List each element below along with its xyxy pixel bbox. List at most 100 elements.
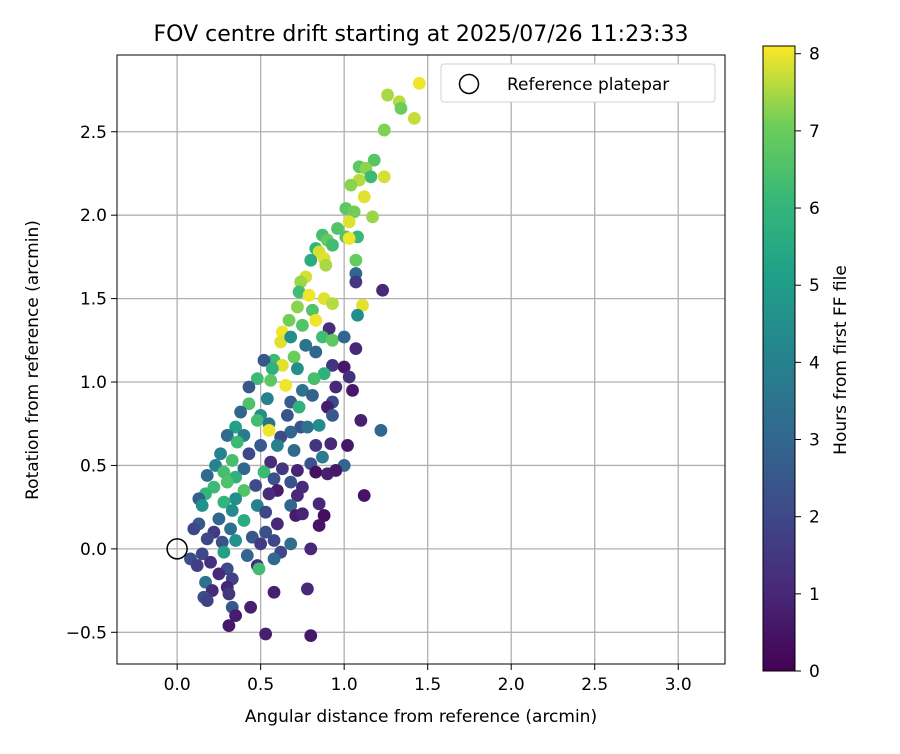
data-point [267, 534, 281, 547]
data-point [270, 517, 284, 531]
data-point [230, 435, 244, 449]
data-point [220, 475, 234, 489]
grid [117, 55, 725, 664]
data-point [374, 424, 388, 437]
data-point [229, 420, 242, 434]
data-point [195, 547, 209, 561]
data-point [366, 210, 379, 224]
data-point [381, 88, 394, 102]
data-point [200, 532, 214, 546]
x-axis-ticks: 0.0 0.5 1.0 1.5 2.0 2.5 3.0 [164, 664, 692, 695]
data-point [195, 499, 209, 512]
data-point [317, 367, 331, 381]
data-point [234, 405, 248, 419]
data-point [215, 535, 229, 549]
data-point [259, 525, 273, 539]
data-point [267, 585, 281, 599]
data-point [254, 537, 268, 551]
x-tick-label: 2.0 [498, 675, 525, 695]
y-tick-label: 0.0 [80, 540, 107, 560]
data-point [331, 222, 344, 235]
data-point [302, 288, 316, 302]
data-point [284, 330, 298, 344]
colorbar-tick-label: 3 [809, 431, 820, 451]
data-point [222, 587, 236, 601]
data-points [184, 76, 426, 643]
data-point [347, 205, 361, 219]
data-point [319, 258, 333, 272]
data-point [237, 484, 251, 497]
legend-box [440, 63, 716, 103]
data-point [282, 313, 296, 327]
data-point [242, 397, 256, 411]
data-point [394, 101, 408, 115]
x-tick-label: 2.5 [581, 675, 608, 695]
y-tick-label: 0.5 [80, 456, 107, 476]
data-point [304, 542, 318, 556]
data-point [307, 372, 321, 386]
data-point [217, 495, 231, 509]
y-tick-label: 2.0 [80, 206, 107, 226]
data-point [252, 562, 266, 576]
data-point [306, 303, 319, 317]
data-point [337, 330, 351, 344]
x-tick-label: 1.0 [331, 675, 358, 695]
data-point [259, 627, 273, 641]
colorbar-tick-label: 2 [809, 508, 820, 528]
data-point [187, 522, 201, 536]
data-point [316, 330, 329, 344]
data-point [229, 492, 242, 506]
data-point [377, 123, 391, 137]
data-point [292, 285, 306, 299]
data-point [309, 313, 323, 327]
data-point [290, 362, 304, 376]
data-point [250, 414, 264, 427]
legend: Reference platepar [440, 63, 716, 103]
data-point [309, 439, 323, 452]
y-tick-label: −0.5 [66, 623, 107, 643]
data-point [244, 600, 258, 614]
data-point [309, 345, 323, 359]
y-tick-label: 1.5 [80, 290, 107, 310]
colorbar-tick-label: 1 [809, 585, 820, 605]
data-point [229, 609, 242, 623]
data-point [250, 372, 264, 386]
data-point [224, 522, 237, 536]
data-point [324, 437, 338, 451]
y-tick-label: 1.0 [80, 373, 107, 393]
data-point [407, 112, 421, 125]
data-point [349, 275, 363, 289]
chart-title: FOV centre drift starting at 2025/07/26 … [154, 22, 689, 47]
data-point [217, 545, 231, 559]
data-point [296, 318, 309, 332]
x-tick-label: 0.0 [164, 675, 191, 695]
data-point [349, 342, 363, 356]
data-point [354, 414, 368, 427]
data-point [275, 462, 289, 476]
colorbar-tick-label: 6 [809, 199, 820, 219]
data-point [316, 450, 329, 464]
y-axis-ticks: −0.5 0.0 0.5 1.0 1.5 2.0 2.5 [66, 123, 117, 643]
data-point [341, 439, 354, 452]
colorbar-tick-label: 7 [809, 122, 820, 142]
data-point [299, 338, 313, 352]
legend-entry: Reference platepar [507, 75, 669, 95]
data-point [344, 178, 358, 192]
colorbar-tick-label: 4 [809, 353, 820, 373]
colorbar-gradient [762, 45, 796, 672]
data-point [280, 408, 294, 422]
data-point [225, 504, 239, 517]
data-point [377, 170, 391, 184]
x-axis-label: Angular distance from reference (arcmin) [245, 707, 597, 727]
data-point [264, 373, 278, 387]
data-point [326, 333, 339, 347]
data-point [346, 383, 359, 397]
data-point [284, 499, 298, 512]
x-tick-label: 1.5 [414, 675, 441, 695]
data-point [279, 378, 293, 392]
data-point [200, 469, 214, 482]
data-point [204, 555, 217, 569]
data-point [270, 439, 284, 452]
reference-platepar-marker [166, 538, 188, 560]
